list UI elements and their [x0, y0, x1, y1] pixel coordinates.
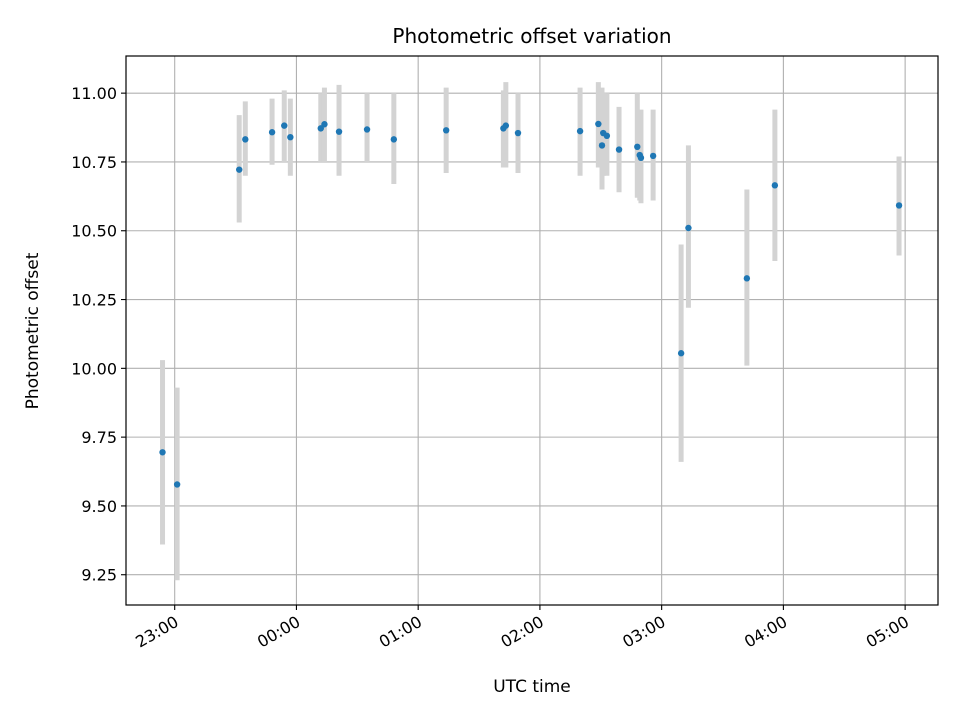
grid	[126, 56, 938, 605]
data-point	[637, 154, 645, 162]
data-point	[236, 166, 243, 173]
data-point	[634, 143, 641, 151]
data-point	[242, 136, 249, 143]
y-tick-label: 10.25	[71, 291, 117, 310]
y-tick-label: 11.00	[71, 84, 117, 103]
data-point	[685, 224, 692, 232]
data-point	[335, 128, 343, 135]
data-point	[677, 350, 685, 357]
data-point	[615, 146, 623, 153]
data-point	[576, 127, 584, 135]
data-point	[649, 152, 657, 160]
data-point	[502, 122, 510, 129]
data-point	[173, 481, 181, 488]
data-point	[514, 129, 522, 137]
y-tick-label: 9.25	[81, 566, 117, 585]
data-point	[363, 126, 371, 133]
data-point	[595, 120, 602, 128]
y-tick-label: 10.00	[71, 359, 117, 378]
data-point	[598, 142, 606, 149]
data-point	[603, 132, 611, 140]
y-tick-label: 9.50	[81, 497, 117, 516]
data-point	[159, 449, 166, 456]
y-axis-label: Photometric offset	[23, 252, 43, 409]
data-point	[895, 202, 903, 209]
data-point	[442, 127, 450, 134]
x-axis-label: UTC time	[493, 677, 571, 697]
axis-ticks: 23:00 00:00 01:00 02:00 03:00 04:00 05:009.259…	[71, 84, 912, 651]
data-point	[321, 121, 328, 128]
data-point	[317, 125, 324, 132]
data-point	[390, 136, 398, 143]
y-tick-label: 10.75	[71, 153, 117, 172]
chart-title: Photometric offset variation	[392, 24, 671, 48]
data-point	[281, 122, 288, 129]
plot-frame	[125, 55, 939, 606]
data-point	[743, 275, 751, 282]
data-point	[771, 182, 779, 189]
data-point	[287, 133, 294, 141]
data-points	[159, 120, 903, 488]
y-tick-label: 10.50	[71, 222, 117, 241]
data-point	[268, 129, 276, 136]
y-tick-label: 9.75	[81, 428, 117, 447]
